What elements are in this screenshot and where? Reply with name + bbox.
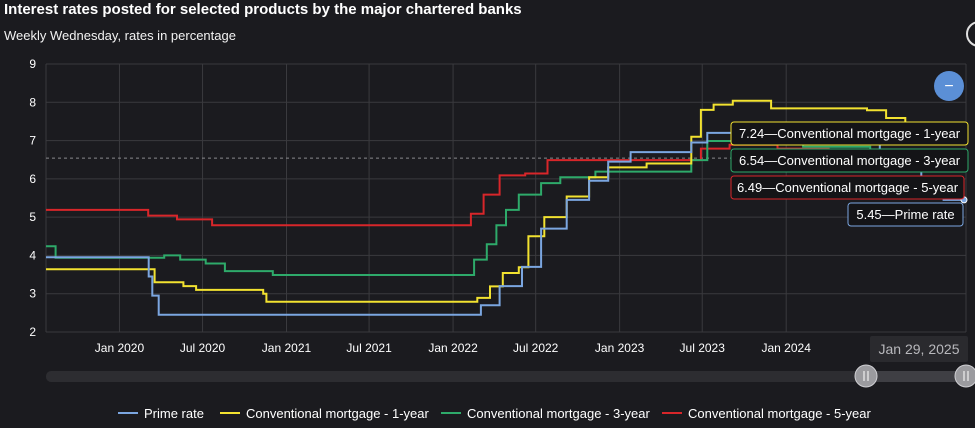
legend-swatch-prime-rate (118, 412, 138, 414)
chart-legend: Prime rate Conventional mortgage - 1-yea… (0, 403, 975, 423)
tooltip-prime-rate-text: 5.45—Prime rate (856, 207, 954, 222)
navigator-track[interactable] (46, 371, 968, 382)
legend-swatch-mortgage-1-year (220, 412, 240, 414)
x-tick-label: Jul 2021 (346, 341, 392, 355)
x-tick-label: Jan 2023 (595, 341, 645, 355)
y-tick-label-6: 6 (29, 172, 36, 186)
y-tick-label-5: 5 (29, 210, 36, 224)
navigator-date-label: Jan 29, 2025 (879, 341, 960, 357)
legend-label-prime-rate: Prime rate (144, 405, 204, 421)
x-tick-label: Jan 2024 (762, 341, 812, 355)
tooltip-mortgage-1-year-text: 7.24—Conventional mortgage - 1-year (739, 126, 961, 141)
legend-label-mortgage-3-year: Conventional mortgage - 3-year (467, 405, 650, 421)
x-tick-label: Jul 2023 (680, 341, 726, 355)
y-tick-label-7: 7 (29, 134, 36, 148)
y-tick-label-9: 9 (29, 57, 36, 71)
legend-swatch-mortgage-5-year (662, 412, 682, 414)
x-tick-label: Jan 2020 (95, 341, 145, 355)
legend-item-mortgage-3-year[interactable]: Conventional mortgage - 3-year (441, 403, 650, 423)
zoom-out-button[interactable] (934, 71, 964, 101)
tooltip-mortgage-1-year-box (730, 121, 969, 146)
y-tick-label-8: 8 (29, 95, 36, 109)
chart-title: Interest rates posted for selected produ… (4, 1, 522, 18)
zoom-out-icon: − (944, 78, 953, 95)
y-tick-label-3: 3 (29, 287, 36, 301)
legend-item-mortgage-5-year[interactable]: Conventional mortgage - 5-year (662, 403, 871, 423)
y-tick-label-2: 2 (29, 325, 36, 339)
navigator-right-handle[interactable] (954, 364, 975, 388)
legend-label-mortgage-5-year: Conventional mortgage - 5-year (688, 405, 871, 421)
x-tick-label: Jul 2020 (180, 341, 226, 355)
tooltip-prime-rate-box (847, 202, 964, 227)
chart-subtitle: Weekly Wednesday, rates in percentage (4, 28, 236, 43)
x-tick-label: Jul 2022 (513, 341, 559, 355)
x-tick-label: Jan 2022 (428, 341, 478, 355)
tooltip-mortgage-5-year-box (730, 175, 965, 200)
navigator-date-box (870, 336, 968, 362)
navigator-left-handle[interactable] (854, 364, 878, 388)
legend-label-mortgage-1-year: Conventional mortgage - 1-year (246, 405, 429, 421)
tooltip-mortgage-3-year-box (730, 148, 969, 173)
legend-swatch-mortgage-3-year (441, 412, 461, 414)
legend-item-mortgage-1-year[interactable]: Conventional mortgage - 1-year (220, 403, 429, 423)
series-line-mortgage-3-year[interactable] (46, 140, 967, 276)
tooltip-mortgage-3-year-text: 6.54—Conventional mortgage - 3-year (739, 153, 961, 168)
tooltip-mortgage-5-year-text: 6.49—Conventional mortgage - 5-year (737, 180, 959, 195)
navigator-selection[interactable] (866, 371, 966, 382)
legend-item-prime-rate[interactable]: Prime rate (118, 403, 204, 423)
y-tick-label-4: 4 (29, 248, 36, 262)
x-tick-label: Jan 2021 (262, 341, 312, 355)
